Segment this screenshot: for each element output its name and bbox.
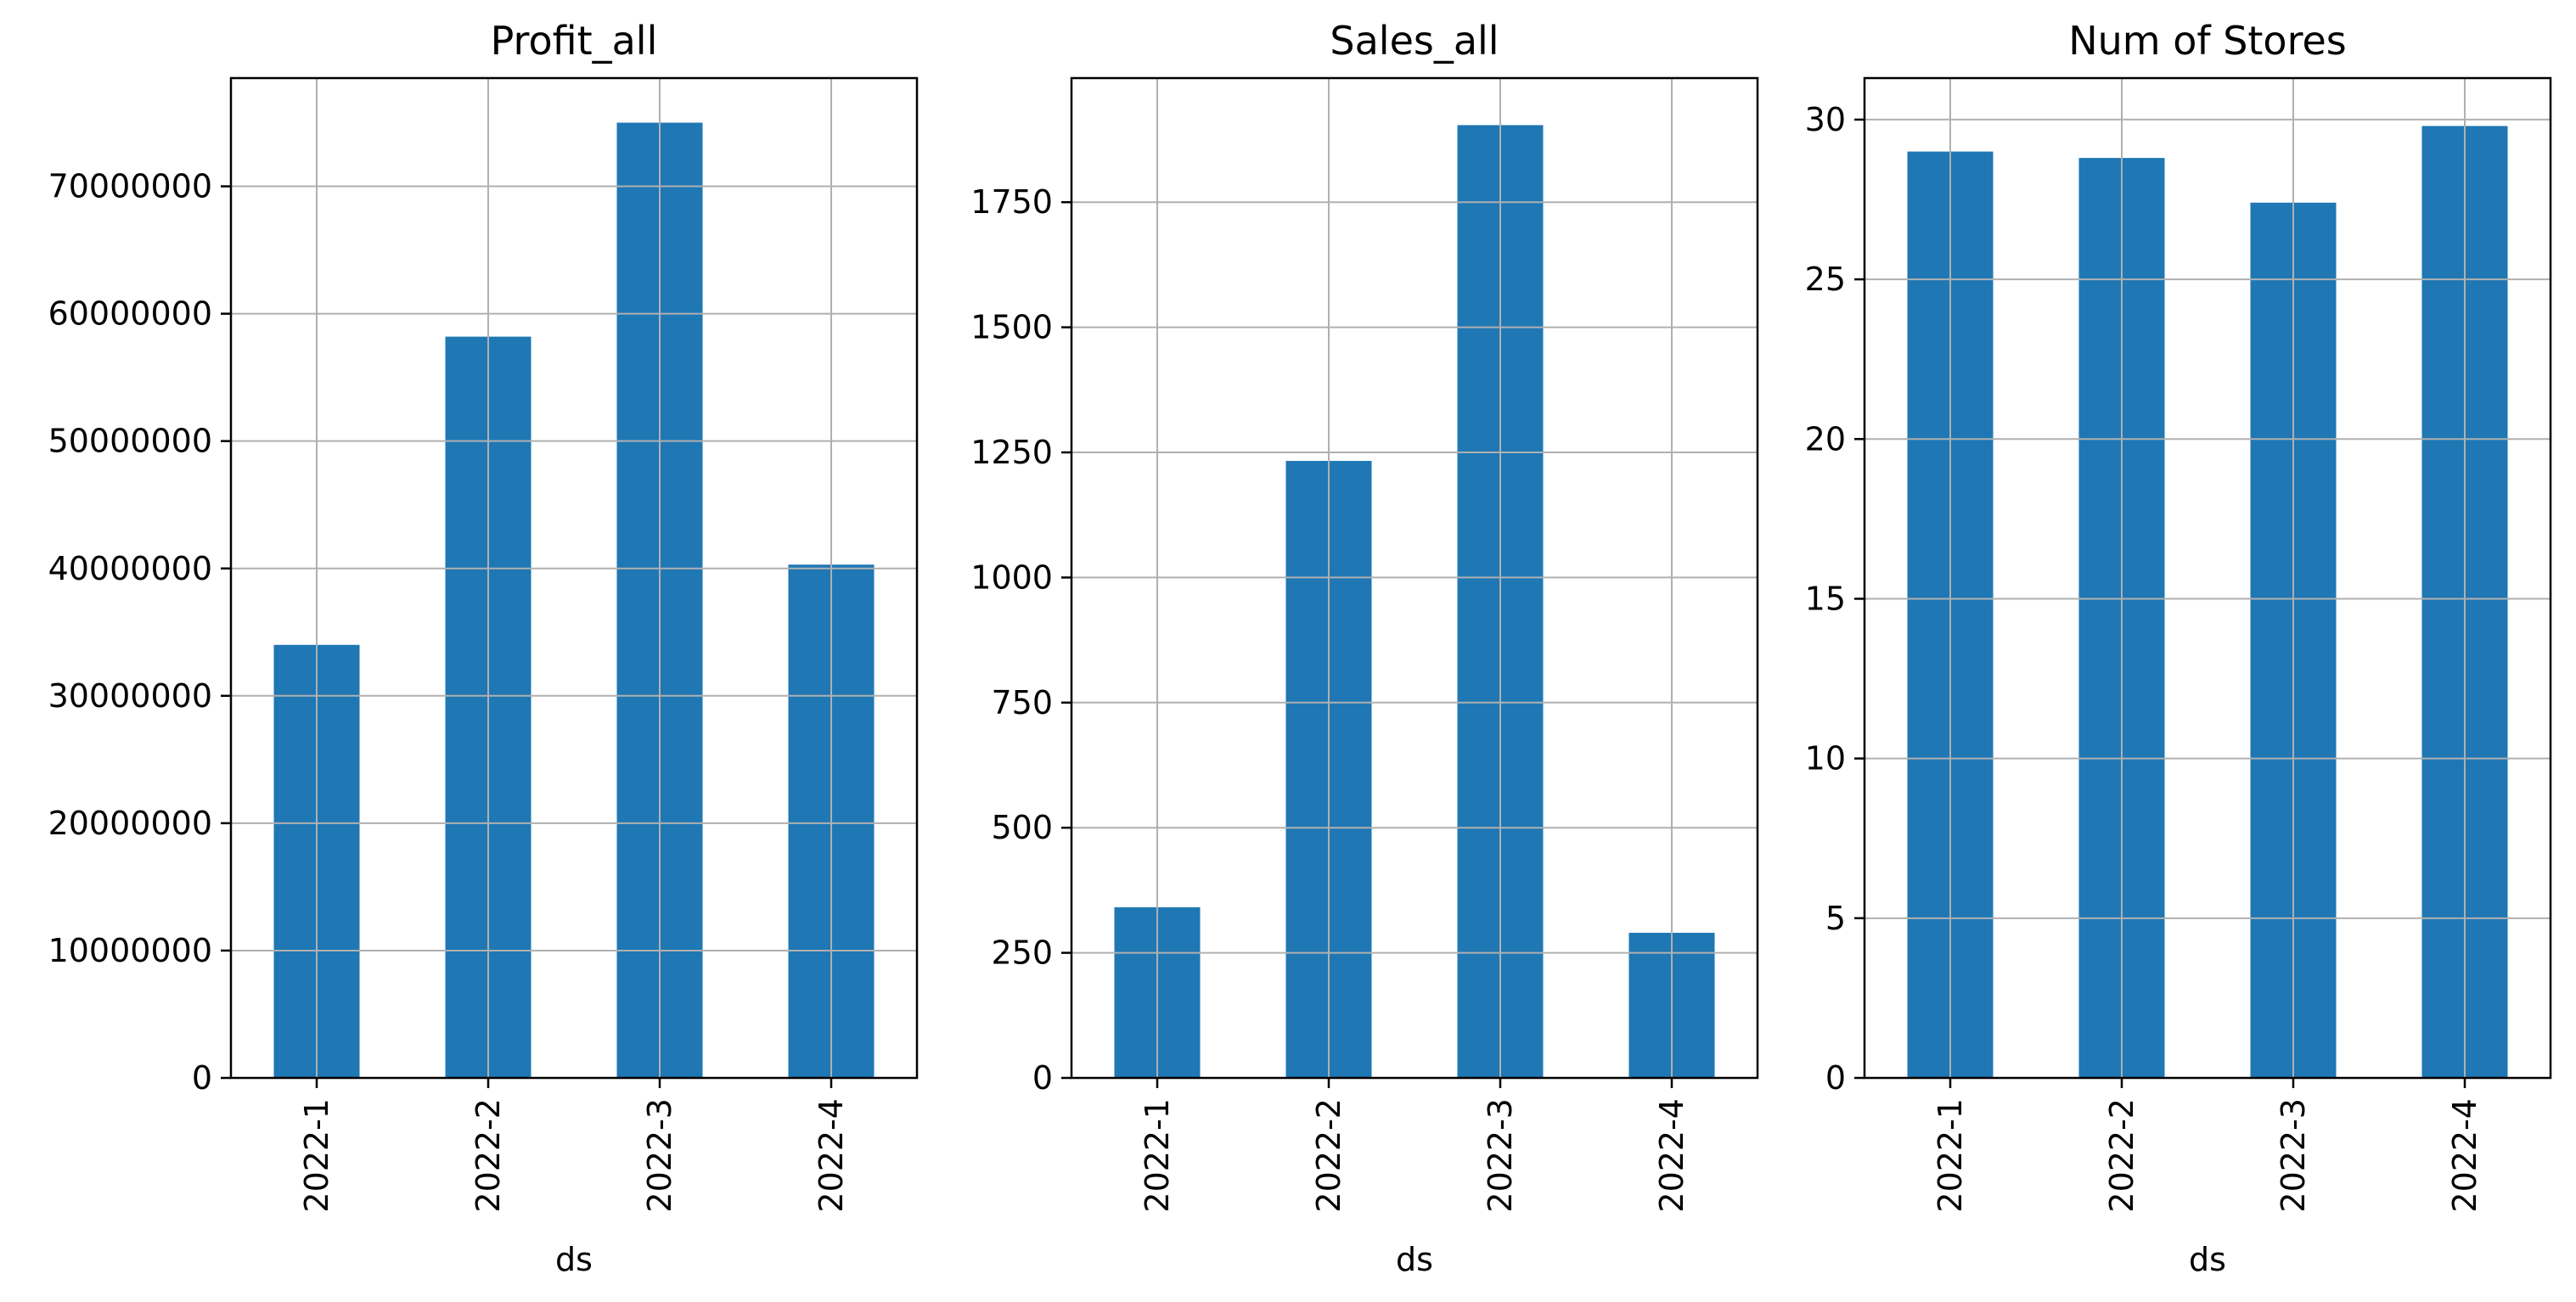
chart-2: 0 250 500 750 1000 1250 1500 1750 2022-1 2022-2 20… (970, 18, 1759, 1278)
y-tick-label: 5 (1825, 900, 1846, 937)
x-tick-label: 2022-1 (1932, 1098, 1969, 1213)
x-tick-label: 2022-2 (1310, 1098, 1347, 1213)
y-tick-label: 250 (991, 934, 1053, 972)
x-tick-label: 2022-2 (470, 1098, 507, 1213)
chart-1: 0 10000000 20000000 30000000 40000000 5000000… (48, 18, 919, 1278)
y-tick-label: 15 (1805, 580, 1846, 617)
x-tick-label: 2022-1 (1139, 1098, 1176, 1213)
x-tick-label: 2022-4 (813, 1098, 850, 1213)
x-tick-label: 2022-3 (2275, 1098, 2312, 1213)
charts-group: 0 10000000 20000000 30000000 40000000 5000000… (48, 18, 2552, 1278)
y-tick-label: 1250 (970, 434, 1053, 471)
chart-3: 0 5 10 15 20 25 30 2022-1 2022-2 2022-3 2022-4 Num … (1805, 18, 2552, 1278)
y-tick-label: 60000000 (48, 295, 212, 333)
x-tick-label: 2022-4 (2446, 1098, 2483, 1213)
x-tick-label: 2022-1 (298, 1098, 335, 1213)
y-tick-label: 50000000 (48, 423, 212, 460)
x-tick-label: 2022-3 (1482, 1098, 1519, 1213)
y-tick-label: 10000000 (48, 932, 212, 969)
y-tick-label: 20000000 (48, 805, 212, 842)
y-tick-label: 20 (1805, 420, 1846, 457)
y-tick-label: 1750 (970, 183, 1053, 221)
y-tick-label: 0 (1825, 1059, 1846, 1097)
x-tick-label: 2022-4 (1653, 1098, 1690, 1213)
y-tick-label: 1500 (970, 309, 1053, 346)
y-tick-label: 25 (1805, 261, 1846, 298)
y-tick-label: 30000000 (48, 677, 212, 715)
y-tick-label: 30 (1805, 101, 1846, 138)
y-tick-label: 1000 (970, 558, 1053, 596)
y-tick-label: 70000000 (48, 168, 212, 205)
x-tick-label: 2022-3 (641, 1098, 678, 1213)
y-tick-label: 750 (991, 684, 1053, 721)
x-tick-label: 2022-2 (2103, 1098, 2140, 1213)
x-axis-label: ds (2189, 1241, 2226, 1278)
y-tick-label: 40000000 (48, 550, 212, 587)
chart-title: Sales_all (1330, 18, 1499, 64)
axes-frame (229, 76, 919, 1080)
y-tick-label: 0 (192, 1059, 212, 1097)
y-tick-label: 500 (991, 809, 1053, 846)
x-axis-label: ds (555, 1241, 593, 1278)
x-axis-label: ds (1396, 1241, 1433, 1278)
y-tick-label: 10 (1805, 740, 1846, 777)
axes-frame (1863, 76, 2552, 1080)
chart-title: Num of Stores (2068, 18, 2347, 64)
chart-title: Profit_all (491, 18, 658, 64)
y-tick-label: 0 (1032, 1059, 1053, 1097)
